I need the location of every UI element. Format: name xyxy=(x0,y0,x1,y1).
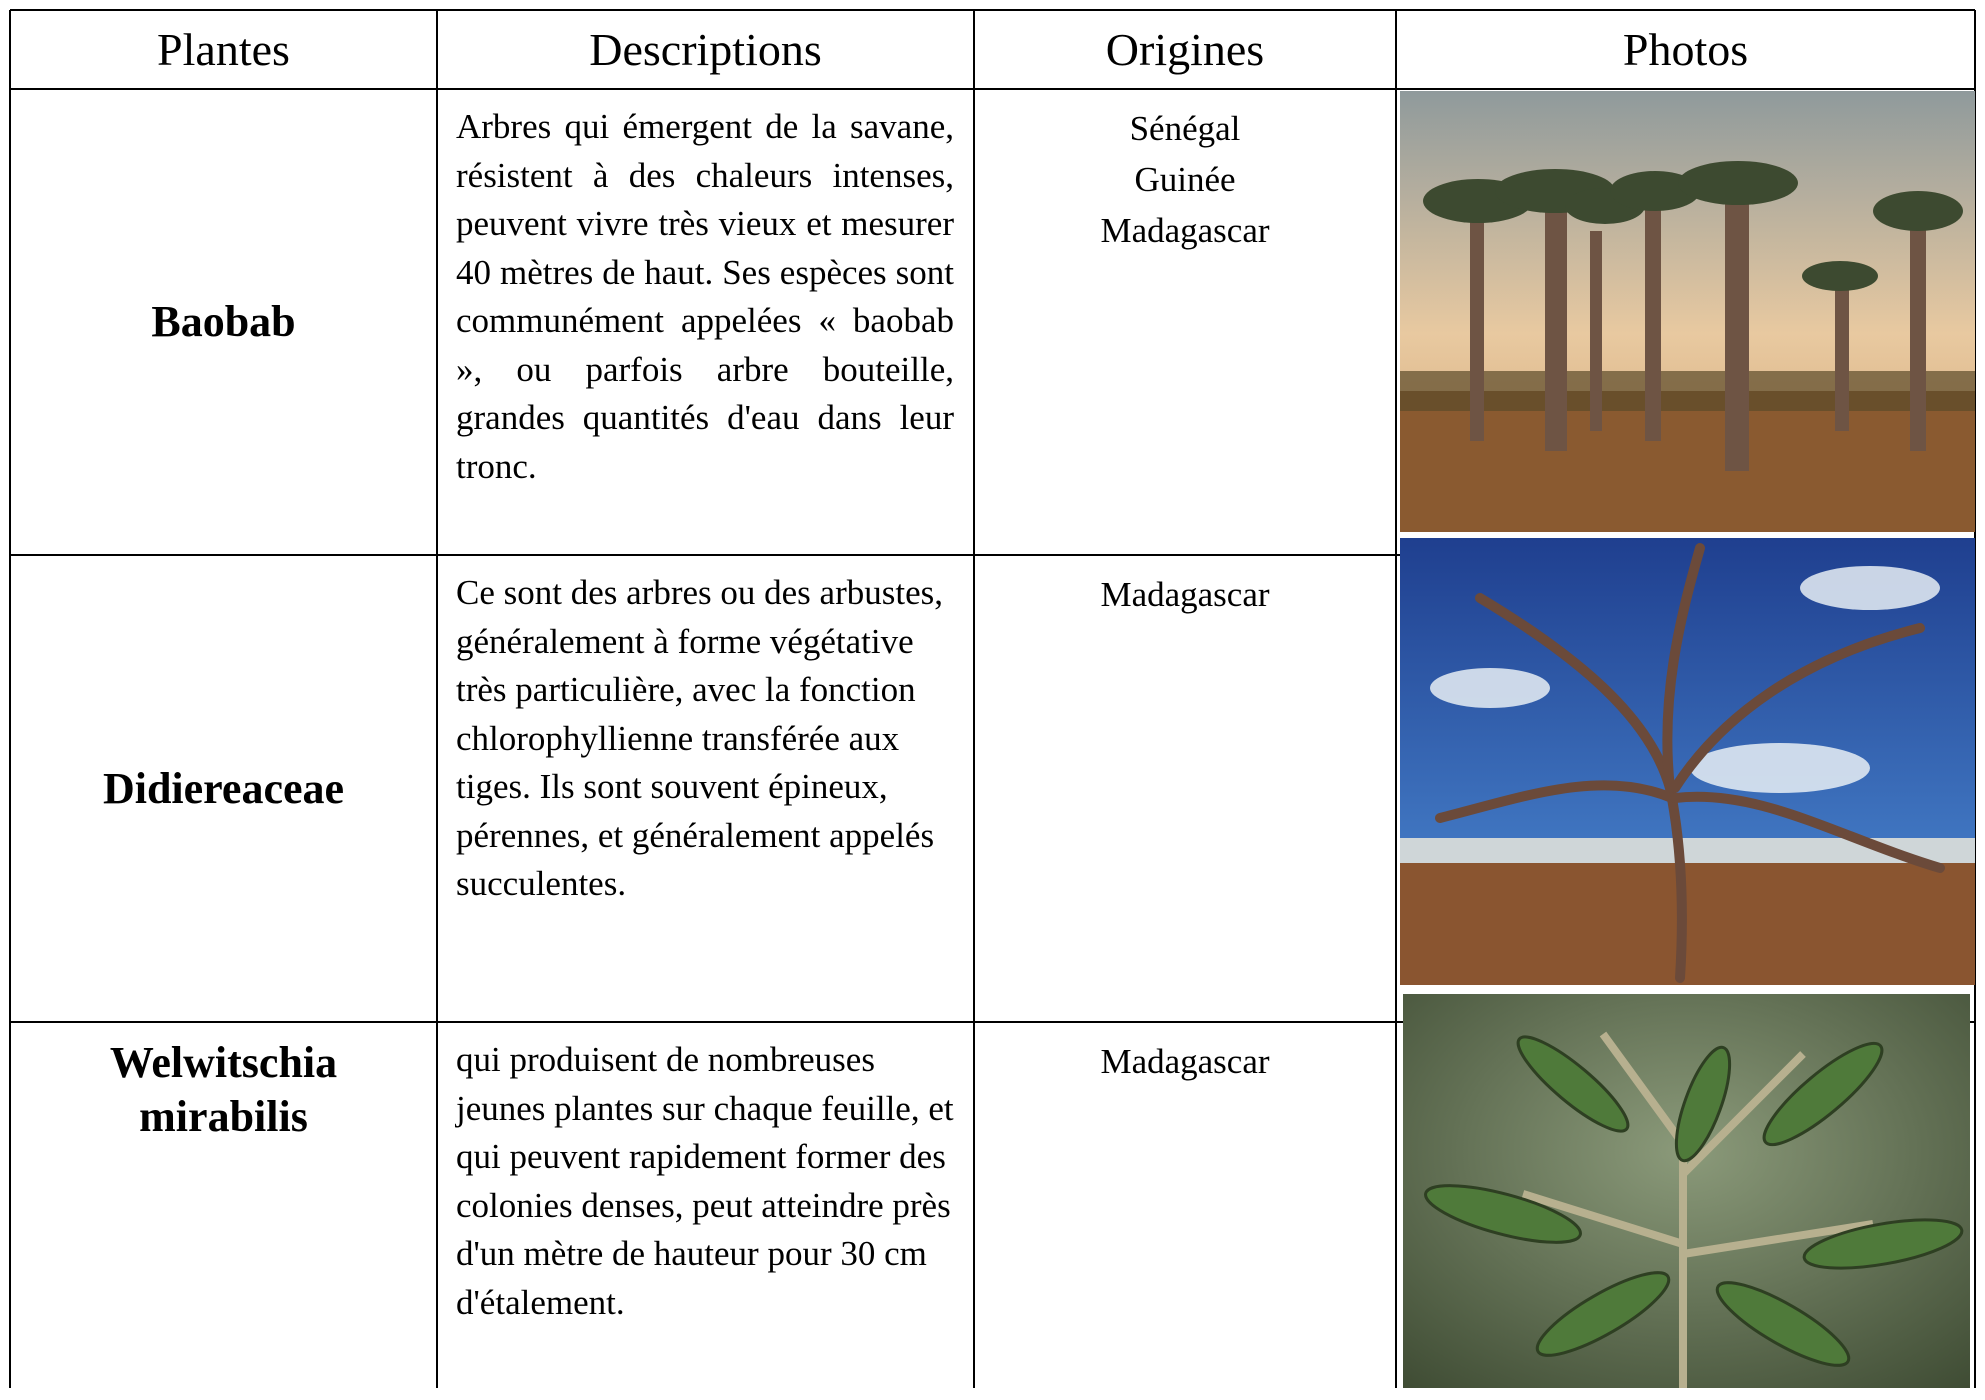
plant-name: Baobab xyxy=(151,297,296,346)
description: qui produisent de nombreuses jeunes plan… xyxy=(456,1040,954,1322)
plant-name: Didiereaceae xyxy=(102,763,345,813)
table-border xyxy=(1395,10,1397,1388)
didiereaceae-photo xyxy=(1400,538,1975,985)
description: Ce sont des arbres ou des arbustes, géné… xyxy=(456,573,943,903)
description: Arbres qui émergent de la savane, résist… xyxy=(456,107,954,486)
column-header: Origines xyxy=(1105,24,1265,75)
column-header: Plantes xyxy=(157,24,290,75)
origin: Madagascar xyxy=(1100,1042,1270,1081)
origin: Madagascar xyxy=(1100,211,1270,250)
table-border xyxy=(10,554,1975,556)
origin: Madagascar xyxy=(1100,575,1270,614)
origins: Madagascar xyxy=(974,1022,1396,1400)
baobab-photo xyxy=(1400,91,1975,532)
kalanchoe-photo xyxy=(1403,994,1970,1388)
origins: Madagascar xyxy=(974,555,1396,1022)
origin: Guinée xyxy=(1134,160,1236,199)
origins: Sénégal Guinée Madagascar xyxy=(974,89,1396,555)
table-border xyxy=(436,10,438,1388)
table-border xyxy=(1974,10,1976,1388)
table-border xyxy=(10,9,1975,11)
origin: Sénégal xyxy=(1129,109,1241,148)
table-border xyxy=(10,88,1975,90)
table-border xyxy=(9,10,11,1388)
column-header: Descriptions xyxy=(589,24,822,75)
table-border xyxy=(10,1021,1975,1023)
plant-name: Welwitschia mirabilis xyxy=(109,1038,338,1141)
column-header: Photos xyxy=(1622,24,1749,75)
table-border xyxy=(973,10,975,1388)
